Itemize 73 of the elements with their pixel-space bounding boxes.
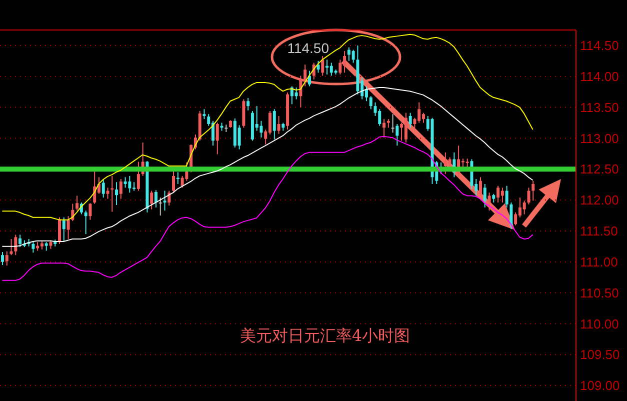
candlestick (408, 112, 412, 128)
candlestick (115, 182, 118, 206)
annotation: 114.50 (287, 40, 330, 56)
line-series (2, 136, 534, 281)
candlestick (163, 190, 166, 212)
candlestick (246, 98, 250, 111)
y-tick-label: 109.00 (580, 378, 620, 394)
candlestick (124, 176, 127, 188)
candlestick (172, 170, 176, 194)
y-tick-label: 111.00 (580, 254, 618, 270)
candlestick (154, 190, 158, 208)
y-tick-label: 114.00 (580, 68, 619, 84)
candlestick (62, 216, 66, 242)
candlestick (18, 234, 22, 248)
candlestick (391, 114, 394, 134)
candlestick (14, 234, 18, 256)
candlestick (180, 175, 184, 188)
candlestick (66, 216, 70, 240)
candlestick (76, 195, 79, 212)
candlestick (338, 59, 342, 76)
candlestick (369, 96, 372, 110)
candlestick (422, 112, 425, 124)
y-tick-label: 114.50 (580, 38, 619, 54)
candlestick (277, 115, 280, 134)
y-tick-label: 110.00 (580, 316, 619, 332)
text: 美元对日元汇率4小时图 (240, 326, 410, 345)
candlestick (294, 87, 298, 100)
candlestick (500, 187, 504, 204)
candlestick (128, 175, 132, 194)
candlestick (10, 238, 13, 256)
candlestick (119, 178, 122, 200)
candlestick (308, 70, 311, 87)
y-tick-label: 113.00 (580, 130, 619, 146)
candlestick (84, 210, 88, 235)
y-tick-label: 112.00 (580, 192, 619, 208)
candlestick (478, 176, 482, 196)
candlestick (448, 156, 452, 168)
candlestick (150, 190, 154, 210)
candlestick (102, 178, 105, 198)
candlestick (532, 180, 535, 202)
candlestick (58, 216, 62, 244)
y-tick-label: 111.50 (580, 224, 618, 239)
candlestick (88, 202, 92, 220)
candlestick (400, 122, 404, 142)
candlestick (404, 112, 408, 144)
candlestick (522, 200, 526, 215)
candlestick (321, 55, 324, 76)
candlestick (158, 197, 162, 216)
y-tick-label: 113.50 (580, 100, 619, 115)
candlestick (202, 108, 206, 120)
candlestick (1, 251, 4, 266)
candlestick (316, 60, 320, 74)
candlestick (483, 183, 486, 208)
candlestick (260, 120, 263, 138)
candlestick (488, 192, 491, 212)
candlestick (505, 185, 508, 208)
candlestick (5, 250, 8, 266)
candlestick (382, 118, 386, 138)
candlestick (352, 49, 355, 64)
candlestick (527, 187, 530, 205)
y-tick-label: 112.50 (580, 162, 619, 177)
candlestick (396, 123, 399, 146)
candlestick (510, 202, 513, 230)
candlestick (272, 108, 276, 140)
candlestick (238, 124, 241, 150)
candlestick (496, 185, 500, 204)
candlestick (106, 187, 110, 200)
candlestick (514, 212, 518, 226)
y-tick-label: 109.50 (580, 347, 620, 362)
candlestick (32, 240, 35, 254)
candlestick (216, 122, 219, 155)
y-tick-label: 110.50 (580, 285, 619, 300)
candlestick (136, 161, 140, 192)
